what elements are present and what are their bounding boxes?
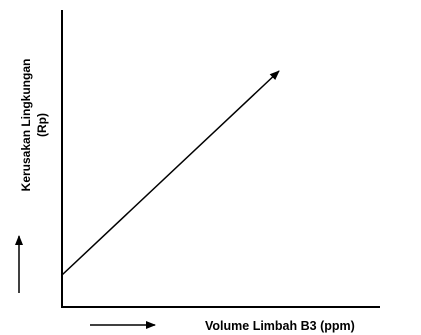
y-axis-label-line1: Kerusakan Lingkungan bbox=[19, 59, 33, 192]
y-axis-label-line2: (Rp) bbox=[35, 113, 49, 137]
x-axis-label: Volume Limbah B3 (ppm) bbox=[205, 319, 355, 333]
rising-line-arrow bbox=[61, 70, 280, 276]
